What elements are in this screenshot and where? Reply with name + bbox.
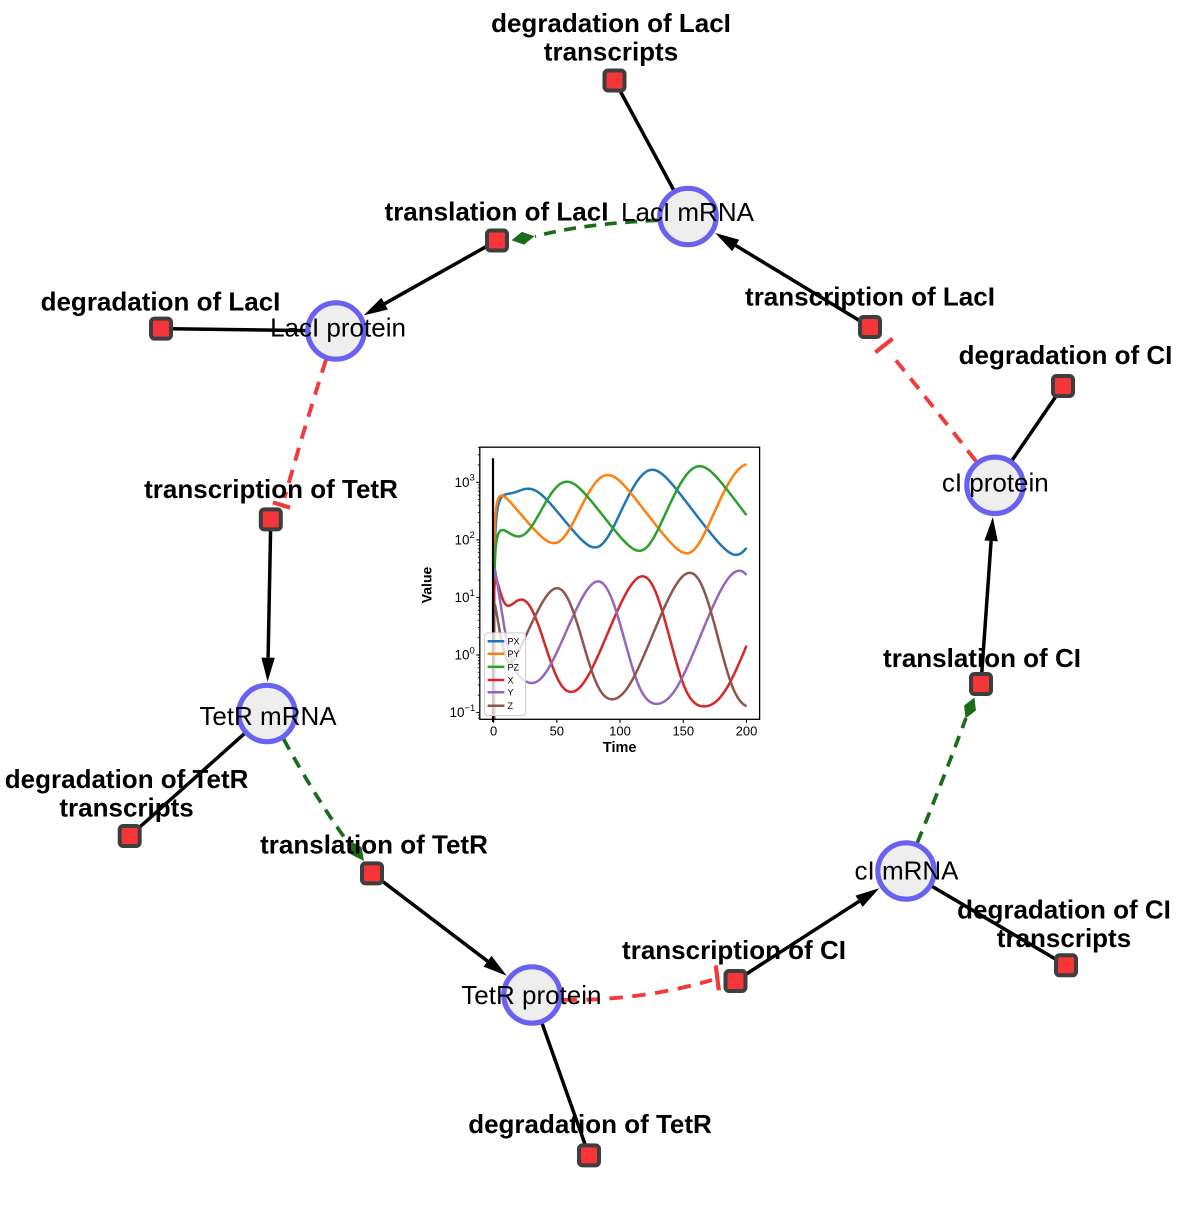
svg-text:Time: Time xyxy=(603,740,637,756)
svg-text:LacI protein: LacI protein xyxy=(270,313,406,343)
svg-text:PX: PX xyxy=(508,637,520,647)
svg-text:translation of LacI: translation of LacI xyxy=(385,197,609,227)
svg-text:Z: Z xyxy=(508,701,514,711)
svg-text:degradation of CI: degradation of CI xyxy=(957,894,1171,924)
svg-text:2: 2 xyxy=(470,530,475,541)
svg-text:200: 200 xyxy=(736,723,758,738)
svg-text:3: 3 xyxy=(470,473,475,484)
svg-text:TetR mRNA: TetR mRNA xyxy=(199,701,337,731)
svg-text:10: 10 xyxy=(454,590,469,605)
svg-text:transcription of CI: transcription of CI xyxy=(622,935,846,965)
svg-text:translation of TetR: translation of TetR xyxy=(260,829,488,859)
svg-text:degradation of LacI: degradation of LacI xyxy=(41,287,281,317)
svg-text:PY: PY xyxy=(508,649,520,659)
svg-text:transcription of TetR: transcription of TetR xyxy=(144,474,398,504)
svg-text:50: 50 xyxy=(550,723,564,738)
svg-text:transcripts: transcripts xyxy=(59,793,193,823)
svg-text:1: 1 xyxy=(470,588,475,599)
svg-text:−1: −1 xyxy=(465,703,476,714)
svg-text:10: 10 xyxy=(454,475,469,490)
svg-text:10: 10 xyxy=(449,705,464,720)
svg-text:LacI mRNA: LacI mRNA xyxy=(621,197,755,227)
svg-text:TetR protein: TetR protein xyxy=(461,980,601,1010)
svg-text:X: X xyxy=(508,675,514,685)
svg-text:degradation of TetR: degradation of TetR xyxy=(468,1109,712,1139)
svg-text:cI mRNA: cI mRNA xyxy=(855,856,960,886)
svg-text:degradation of TetR: degradation of TetR xyxy=(5,764,249,794)
svg-text:0: 0 xyxy=(490,723,497,738)
svg-text:PZ: PZ xyxy=(508,662,520,672)
svg-text:transcripts: transcripts xyxy=(997,923,1131,953)
svg-text:Y: Y xyxy=(508,688,514,698)
svg-text:100: 100 xyxy=(609,723,631,738)
svg-text:translation of CI: translation of CI xyxy=(883,643,1081,673)
svg-text:cI protein: cI protein xyxy=(942,468,1049,498)
svg-text:degradation of LacI: degradation of LacI xyxy=(491,8,731,38)
svg-text:Value: Value xyxy=(419,567,435,604)
svg-text:10: 10 xyxy=(454,648,469,663)
svg-text:degradation of CI: degradation of CI xyxy=(959,340,1173,370)
svg-text:transcripts: transcripts xyxy=(544,37,678,67)
svg-text:150: 150 xyxy=(672,723,694,738)
svg-text:10: 10 xyxy=(454,533,469,548)
svg-text:0: 0 xyxy=(470,645,475,656)
svg-text:transcription of LacI: transcription of LacI xyxy=(745,282,995,312)
